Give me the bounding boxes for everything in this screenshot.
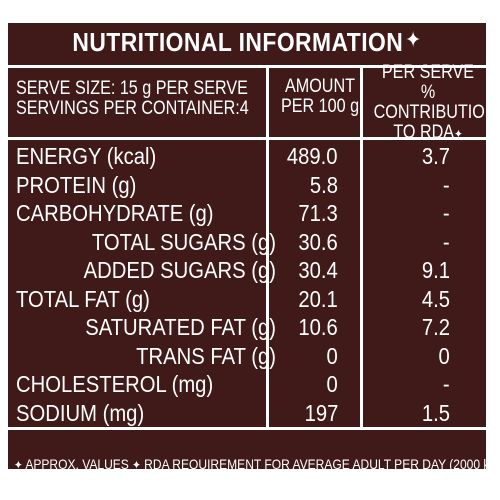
serve-info: SERVE SIZE: 15 g PER SERVE SERVINGS PER … (16, 79, 249, 119)
table-row: PROTEIN (g) 5.8 - (8, 171, 486, 200)
amount-value: 10.6 (298, 314, 338, 340)
rda-value: - (443, 371, 450, 397)
divider-bottom (8, 427, 486, 430)
nutrition-panel: NUTRITIONAL INFORMATION✦ SERVE SIZE: 15 … (5, 20, 500, 472)
rda-header: PER SERVE % CONTRIBUTION TO RDA✦ (373, 62, 497, 144)
amount-header-line2: PER 100 g (280, 96, 360, 117)
table-row: CARBOHYDRATE (g) 71.3 - (8, 199, 486, 228)
nutrient-label: PROTEIN (g) (16, 171, 137, 198)
table-row: TOTAL FAT (g) 20.1 4.5 (8, 285, 486, 314)
amount-value: 489.0 (287, 143, 338, 169)
rda-value: 4.5 (421, 285, 450, 312)
star-icon: ✦ (14, 458, 23, 472)
servings-per-container: SERVINGS PER CONTAINER:4 (16, 98, 249, 119)
column-divider-1 (266, 68, 269, 427)
panel-title: NUTRITIONAL INFORMATION✦ (37, 27, 458, 58)
amount-header: AMOUNT PER 100 g (276, 77, 364, 117)
table-row: SATURATED FAT (g) 10.6 7.2 (8, 313, 486, 342)
amount-value: 197 (304, 399, 338, 426)
table-row: CHOLESTEROL (mg) 0 - (8, 370, 486, 399)
amount-value: 30.6 (298, 228, 338, 255)
rda-value: 9.1 (421, 257, 450, 283)
rda-value: 3.7 (421, 143, 450, 169)
table-row: TOTAL SUGARS (g) 30.6 - (8, 228, 486, 257)
serve-size: SERVE SIZE: 15 g PER SERVE (16, 78, 248, 99)
amount-value: 5.8 (309, 171, 338, 198)
nutrient-table: ENERGY (kcal) 489.0 3.7 PROTEIN (g) 5.8 … (8, 142, 486, 427)
rda-value: 7.2 (421, 314, 450, 340)
nutrient-label: SATURATED FAT (g) (85, 314, 276, 340)
column-divider-2 (360, 68, 363, 427)
amount-value: 0 (326, 342, 338, 369)
nutrient-label: CHOLESTEROL (mg) (16, 371, 214, 397)
amount-value: 30.4 (298, 257, 338, 283)
footnote-rda: RDA REQUIREMENT FOR AVERAGE ADULT PER DA… (144, 456, 500, 472)
nutrient-label: ADDED SUGARS (g) (83, 257, 276, 283)
table-row: ADDED SUGARS (g) 30.4 9.1 (8, 256, 486, 285)
nutrient-label: ENERGY (kcal) (16, 143, 157, 169)
nutrient-label: CARBOHYDRATE (g) (16, 200, 214, 226)
table-row: TRANS FAT (g) 0 0 (8, 342, 486, 371)
amount-value: 71.3 (298, 200, 338, 226)
divider-header (8, 137, 486, 140)
amount-value: 0 (326, 371, 338, 397)
footnote-approx: APPROX. VALUES (25, 456, 129, 472)
star-icon: ✦ (132, 458, 141, 472)
nutrient-label: TOTAL SUGARS (g) (91, 228, 276, 255)
rda-value: 1.5 (421, 399, 450, 426)
rda-value: - (443, 171, 450, 198)
divider-top (8, 65, 486, 68)
table-row: ENERGY (kcal) 489.0 3.7 (8, 142, 486, 171)
footnote: ✦ APPROX. VALUES ✦ RDA REQUIREMENT FOR A… (14, 456, 500, 472)
rda-value: - (443, 228, 450, 255)
rda-header-line3: TO RDA✦ (374, 123, 483, 144)
star-icon: ✦ (404, 27, 422, 52)
rda-header-line1: PER SERVE % (381, 62, 475, 103)
nutrient-label: SODIUM (mg) (16, 399, 145, 426)
nutrient-label: TRANS FAT (g) (136, 342, 276, 369)
rda-header-line2: CONTRIBUTION (373, 102, 497, 123)
star-icon: ✦ (454, 127, 463, 141)
amount-value: 20.1 (298, 285, 338, 312)
table-row: SODIUM (mg) 197 1.5 (8, 399, 486, 428)
amount-header-line1: AMOUNT (285, 76, 355, 97)
rda-value: 0 (438, 342, 450, 369)
title-text: NUTRITIONAL INFORMATION (72, 27, 404, 57)
nutrient-label: TOTAL FAT (g) (16, 285, 150, 312)
rda-value: - (443, 200, 450, 226)
